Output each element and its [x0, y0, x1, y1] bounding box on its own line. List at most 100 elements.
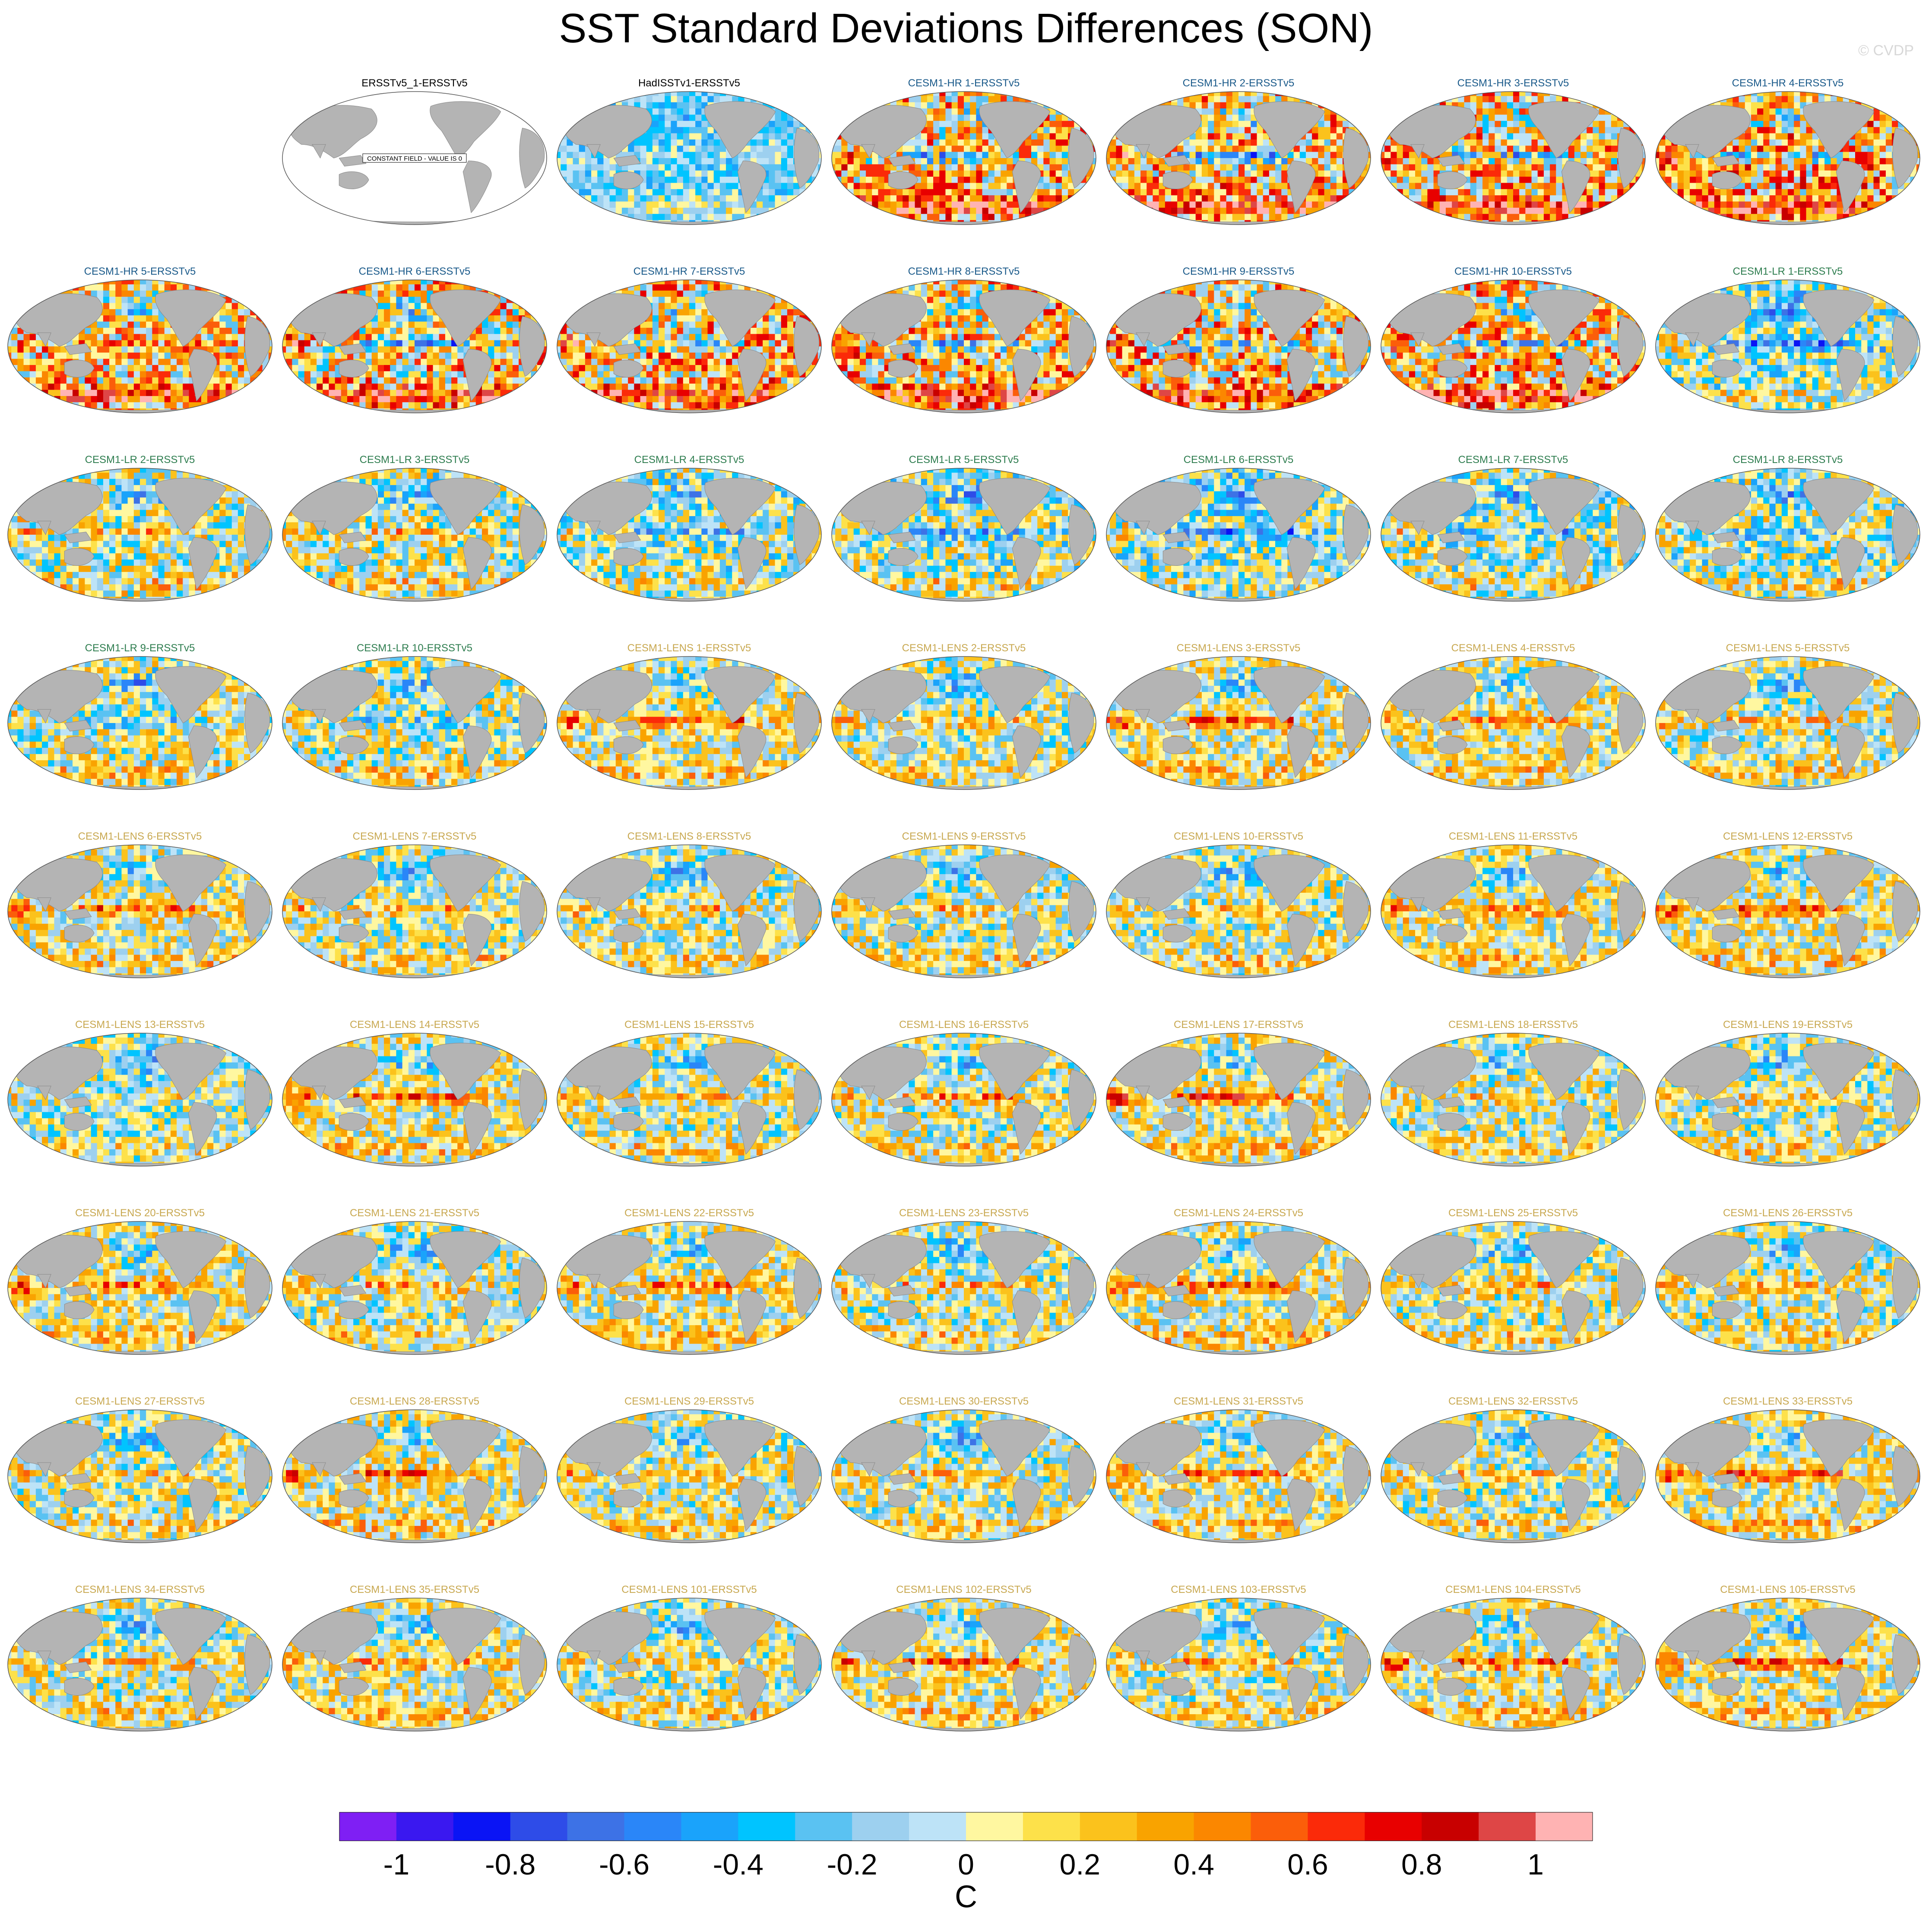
sst-cell: [1800, 201, 1807, 208]
sst-cell: [1110, 92, 1116, 96]
sst-cell: [805, 201, 812, 208]
sst-cell: [1818, 146, 1825, 152]
sst-cell: [1605, 189, 1612, 196]
sst-cell: [1086, 220, 1093, 225]
sst-cell: [1055, 114, 1062, 121]
sst-cell: [646, 102, 653, 109]
sst-cell: [726, 214, 732, 221]
sst-cell: [1751, 158, 1758, 165]
sst-cell: [1519, 139, 1526, 146]
sst-cell: [1726, 189, 1733, 196]
sst-cell: [957, 201, 964, 208]
sst-cell: [1757, 127, 1764, 134]
sst-cell: [1788, 164, 1794, 171]
sst-cell: [1214, 102, 1221, 109]
sst-cell: [1605, 201, 1612, 208]
sst-cell: [1390, 152, 1397, 159]
sst-cell: [1751, 189, 1758, 196]
sst-cell: [1580, 146, 1587, 152]
sst-cell: [763, 195, 769, 202]
sst-cell: [1007, 96, 1014, 103]
sst-cell: [1599, 152, 1606, 159]
sst-cell: [811, 201, 818, 208]
sst-cell: [1656, 146, 1660, 152]
sst-cell: [1446, 201, 1452, 208]
sst-cell: [1476, 133, 1483, 140]
sst-cell: [1537, 164, 1544, 171]
sst-cell: [1525, 170, 1532, 177]
sst-cell: [1904, 189, 1911, 196]
sst-cell: [1745, 133, 1751, 140]
sst-cell: [1214, 195, 1221, 202]
sst-cell: [1855, 92, 1862, 96]
sst-cell: [1458, 195, 1465, 202]
sst-cell: [1562, 207, 1569, 214]
sst-cell: [1470, 152, 1477, 159]
sst-cell: [732, 195, 739, 202]
sst-cell: [1381, 220, 1385, 225]
sst-cell: [957, 121, 964, 127]
sst-cell: [1781, 152, 1788, 159]
sst-cell: [945, 214, 952, 221]
sst-cell: [847, 183, 854, 190]
sst-cell: [1226, 195, 1233, 202]
sst-cell: [976, 146, 983, 152]
sst-cell: [1861, 201, 1868, 208]
sst-cell: [1470, 195, 1477, 202]
sst-cell: [976, 201, 983, 208]
sst-cell: [1513, 127, 1520, 134]
sst-cell: [1433, 201, 1440, 208]
sst-cell: [1769, 183, 1776, 190]
sst-cell: [1049, 139, 1056, 146]
sst-cell: [1349, 207, 1356, 214]
sst-cell: [1677, 177, 1684, 184]
sst-cell: [1671, 214, 1678, 221]
sst-cell: [1495, 164, 1501, 171]
sst-cell: [1361, 114, 1368, 121]
sst-cell: [847, 177, 854, 184]
sst-cell: [1775, 133, 1782, 140]
sst-cell: [1049, 207, 1056, 214]
sst-cell: [1195, 195, 1202, 202]
sst-cell: [1690, 189, 1696, 196]
sst-cell: [1806, 183, 1813, 190]
sst-cell: [817, 201, 821, 208]
sst-cell: [719, 214, 726, 221]
sst-cell: [1892, 183, 1898, 190]
sst-cell: [1025, 152, 1032, 159]
sst-cell: [1757, 133, 1764, 140]
sst-cell: [927, 114, 934, 121]
sst-cell: [1049, 183, 1056, 190]
sst-cell: [671, 133, 678, 140]
sst-cell: [1599, 139, 1606, 146]
sst-cell: [1134, 158, 1141, 165]
sst-cell: [1238, 183, 1245, 190]
sst-cell: [1788, 114, 1794, 121]
sst-cell: [1381, 183, 1385, 190]
sst-cell: [652, 146, 659, 152]
sst-cell: [1110, 201, 1116, 208]
sst-cell: [615, 201, 622, 208]
sst-cell: [1781, 96, 1788, 103]
sst-cell: [622, 220, 628, 225]
sst-cell: [964, 127, 970, 134]
sst-cell: [1312, 220, 1318, 225]
sst-cell: [1318, 220, 1325, 225]
sst-cell: [1873, 92, 1880, 96]
sst-cell: [811, 114, 818, 121]
sst-cell: [1665, 220, 1672, 225]
sst-cell: [982, 139, 989, 146]
sst-cell: [787, 158, 794, 165]
sst-cell: [1879, 201, 1886, 208]
sst-cell: [817, 189, 821, 196]
sst-cell: [1593, 152, 1599, 159]
sst-cell: [1153, 201, 1159, 208]
sst-cell: [1269, 207, 1276, 214]
sst-cell: [939, 114, 946, 121]
sst-cell: [683, 121, 690, 127]
sst-cell: [1824, 214, 1831, 221]
sst-cell: [1013, 201, 1020, 208]
sst-cell: [781, 152, 788, 159]
sst-cell: [1220, 102, 1227, 109]
sst-cell: [1336, 183, 1343, 190]
